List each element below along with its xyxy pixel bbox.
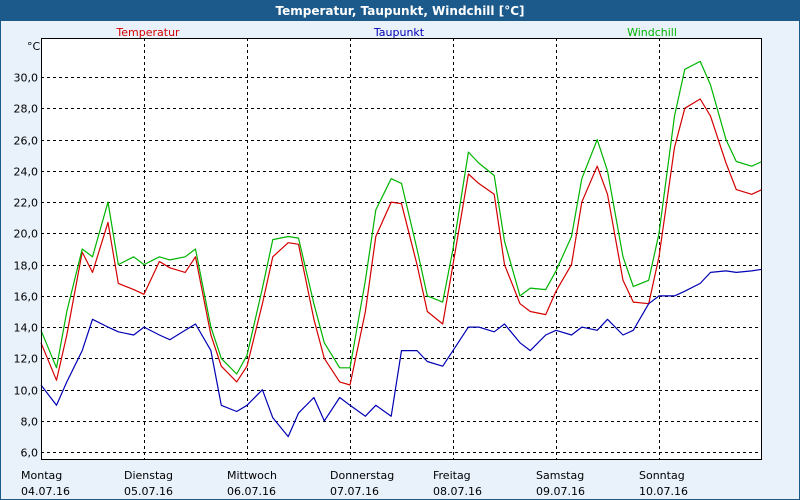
legend-taupunkt: Taupunkt — [373, 26, 425, 39]
series-line-temperatur — [40, 98, 763, 386]
x-date-label: 04.07.16 — [21, 485, 70, 498]
x-date-label: 08.07.16 — [433, 485, 482, 498]
y-unit-label: °C — [27, 40, 41, 53]
y-tick-label: 22,0 — [14, 197, 39, 210]
x-weekday-label: Dienstag — [124, 469, 173, 482]
y-tick-label: 20,0 — [14, 228, 39, 241]
x-date-label: 10.07.16 — [639, 485, 688, 498]
y-tick-label: 30,0 — [14, 72, 39, 85]
y-tick-label: 26,0 — [14, 135, 39, 148]
x-date-label: 09.07.16 — [536, 485, 585, 498]
x-weekday-label: Freitag — [433, 469, 471, 482]
series-lines — [40, 60, 763, 438]
x-weekday-label: Montag — [21, 469, 62, 482]
y-tick-label: 8,0 — [21, 416, 39, 429]
y-tick-label: 16,0 — [14, 291, 39, 304]
y-tick-label: 24,0 — [14, 166, 39, 179]
x-date-label: 07.07.16 — [330, 485, 379, 498]
x-date-label: 05.07.16 — [124, 485, 173, 498]
series-line-windchill — [40, 60, 763, 375]
x-weekday-label: Sonntag — [639, 469, 685, 482]
y-tick-label: 28,0 — [14, 103, 39, 116]
legend-windchill: Windchill — [627, 26, 677, 39]
x-weekday-label: Donnerstag — [330, 469, 394, 482]
x-weekday-label: Mittwoch — [227, 469, 277, 482]
x-weekday-label: Samstag — [536, 469, 584, 482]
legend-temperatur: Temperatur — [115, 26, 180, 39]
y-tick-label: 6,0 — [21, 447, 39, 460]
plot-border — [41, 38, 762, 460]
axis-labels: 6,0 8,0 10,0 12,0 14,0 16,0 18,0 20,0 22,0 24,0 26… — [14, 26, 688, 498]
y-tick-label: 10,0 — [14, 385, 39, 398]
plot-area — [41, 38, 762, 460]
x-date-label: 06.07.16 — [227, 485, 276, 498]
window-title: Temperatur, Taupunkt, Windchill [°C] — [1, 1, 799, 21]
series-line-taupunkt — [40, 268, 763, 438]
y-tick-label: 12,0 — [14, 353, 39, 366]
y-tick-label: 14,0 — [14, 322, 39, 335]
y-tick-label: 18,0 — [14, 260, 39, 273]
